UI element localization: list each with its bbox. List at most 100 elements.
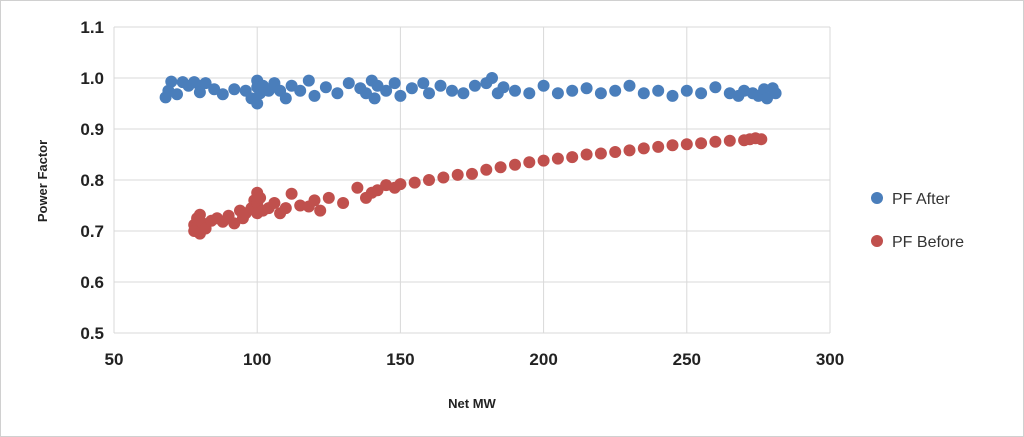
data-point-pf-before — [394, 178, 407, 191]
data-point-pf-after — [457, 87, 470, 100]
data-point-pf-after — [171, 88, 183, 101]
data-point-pf-before — [466, 167, 478, 180]
data-point-pf-after — [695, 87, 708, 100]
data-point-pf-before — [523, 156, 536, 169]
data-point-pf-after — [566, 84, 579, 97]
data-point-pf-after — [331, 87, 344, 100]
data-point-pf-after — [394, 89, 407, 102]
data-point-pf-after — [709, 81, 722, 94]
data-point-pf-after — [423, 87, 435, 100]
data-point-pf-before — [509, 158, 521, 171]
data-point-pf-before — [566, 151, 579, 164]
data-point-pf-before — [268, 197, 281, 209]
data-point-pf-before — [337, 197, 350, 209]
data-point-pf-before — [254, 191, 267, 204]
y-tick-label: 0.5 — [80, 324, 104, 343]
data-point-pf-after — [551, 87, 564, 100]
data-point-pf-after — [342, 77, 355, 90]
data-point-pf-before — [423, 174, 435, 186]
x-tick-label: 300 — [816, 350, 844, 369]
data-point-pf-before — [594, 147, 607, 160]
data-point-pf-after — [580, 82, 593, 95]
y-tick-label: 1.0 — [80, 69, 104, 88]
data-point-pf-after — [368, 92, 381, 105]
data-point-pf-before — [351, 181, 364, 194]
y-tick-label: 0.7 — [80, 222, 104, 241]
data-point-pf-before — [723, 134, 736, 147]
legend: PF After PF Before — [871, 191, 964, 251]
legend-marker-pf-before — [871, 235, 883, 247]
data-point-pf-after — [680, 84, 693, 97]
data-point-pf-after — [216, 88, 229, 101]
data-point-pf-after — [486, 72, 498, 84]
data-point-pf-before — [551, 152, 564, 165]
data-point-pf-before — [408, 176, 421, 189]
data-point-pf-before — [666, 139, 679, 152]
data-point-pf-after — [623, 79, 636, 92]
data-point-pf-after — [308, 89, 321, 102]
data-point-pf-after — [446, 84, 458, 97]
x-tick-label: 50 — [105, 350, 124, 369]
y-axis-title: Power Factor — [35, 140, 50, 222]
x-axis-title: Net MW — [448, 396, 496, 411]
data-point-pf-after — [405, 82, 418, 95]
data-point-pf-after — [302, 74, 315, 87]
data-point-pf-before — [314, 204, 327, 217]
data-point-pf-before — [755, 133, 768, 146]
data-point-pf-before — [279, 202, 292, 215]
data-point-pf-after — [523, 87, 536, 100]
data-point-pf-before — [680, 138, 693, 151]
data-point-pf-before — [609, 146, 622, 158]
data-point-pf-after — [594, 87, 607, 100]
data-point-pf-after — [666, 89, 679, 102]
x-tick-label: 200 — [529, 350, 557, 369]
data-point-pf-before — [652, 140, 665, 153]
data-point-pf-before — [709, 135, 722, 148]
data-point-pf-before — [623, 144, 636, 157]
y-tick-label: 1.1 — [80, 18, 104, 37]
data-point-pf-before — [695, 137, 708, 150]
legend-label-pf-after: PF After — [892, 191, 950, 208]
data-point-pf-after — [497, 81, 510, 94]
legend-label-pf-before: PF Before — [892, 234, 964, 251]
tick-labels: 50 100 150 200 250 300 0.5 0.6 0.7 0.8 0.9 1.0 1.1 — [80, 18, 844, 369]
data-point-pf-after — [609, 84, 622, 97]
x-tick-label: 150 — [386, 350, 414, 369]
y-tick-label: 0.8 — [80, 171, 104, 190]
data-point-pf-after — [251, 97, 264, 110]
legend-marker-pf-after — [871, 192, 883, 204]
y-tick-label: 0.9 — [80, 120, 104, 139]
data-point-pf-before — [285, 187, 298, 200]
data-point-pf-before — [537, 154, 550, 167]
data-points — [159, 72, 782, 240]
data-point-pf-after — [652, 84, 665, 97]
data-point-pf-before — [308, 194, 321, 207]
data-point-pf-after — [434, 79, 447, 92]
data-point-pf-after — [294, 84, 307, 97]
data-point-pf-after — [468, 79, 481, 92]
data-point-pf-after — [417, 77, 430, 90]
data-point-pf-after — [193, 86, 206, 99]
data-point-pf-before — [480, 163, 493, 176]
data-point-pf-after — [380, 84, 393, 97]
data-point-pf-before — [637, 142, 650, 155]
data-point-pf-after — [509, 84, 521, 97]
data-point-pf-after — [228, 83, 241, 96]
data-point-pf-after — [637, 87, 650, 100]
x-tick-label: 100 — [243, 350, 271, 369]
x-tick-label: 250 — [673, 350, 701, 369]
data-point-pf-before — [437, 171, 450, 184]
data-point-pf-before — [451, 168, 464, 181]
data-point-pf-before — [494, 161, 507, 174]
y-tick-label: 0.6 — [80, 273, 104, 292]
data-point-pf-before — [322, 191, 335, 204]
data-point-pf-after — [319, 81, 332, 94]
data-point-pf-after — [388, 77, 401, 90]
data-point-pf-after — [279, 92, 292, 105]
data-point-pf-after — [165, 75, 178, 88]
data-point-pf-after — [537, 79, 550, 92]
grid-lines — [113, 26, 831, 334]
data-point-pf-before — [580, 148, 593, 161]
